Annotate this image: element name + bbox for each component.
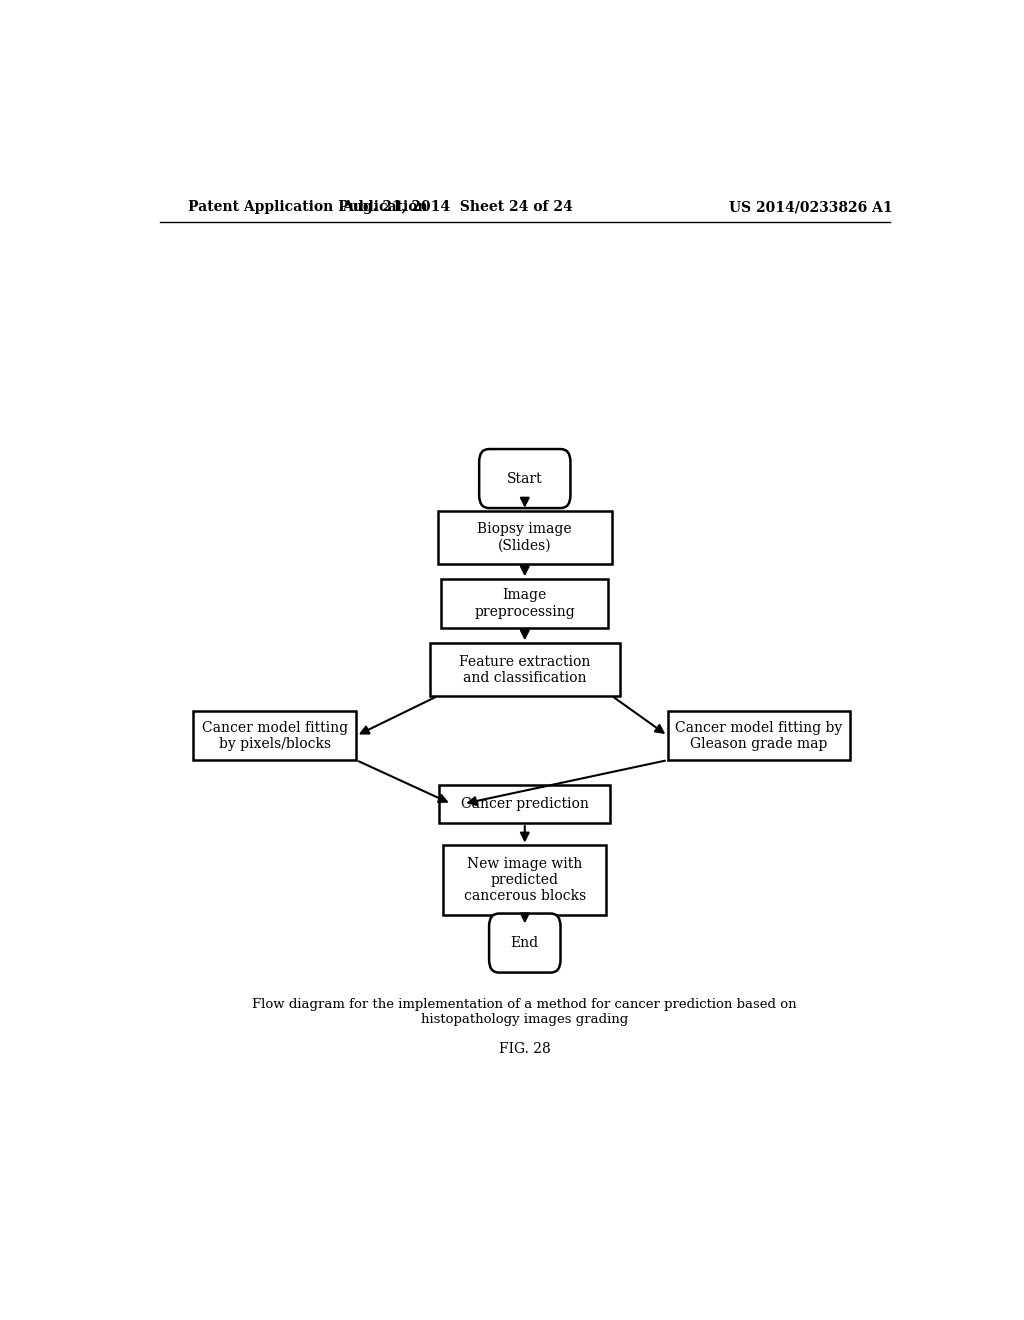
Text: US 2014/0233826 A1: US 2014/0233826 A1 xyxy=(729,201,892,214)
Text: Flow diagram for the implementation of a method for cancer prediction based on: Flow diagram for the implementation of a… xyxy=(253,998,797,1011)
Bar xyxy=(430,643,621,696)
Text: Biopsy image
(Slides): Biopsy image (Slides) xyxy=(477,523,572,553)
Bar xyxy=(437,511,612,565)
Text: Aug. 21, 2014  Sheet 24 of 24: Aug. 21, 2014 Sheet 24 of 24 xyxy=(342,201,572,214)
FancyBboxPatch shape xyxy=(489,913,560,973)
Text: Image
preprocessing: Image preprocessing xyxy=(474,589,575,619)
Text: Start: Start xyxy=(507,471,543,486)
Text: Patent Application Publication: Patent Application Publication xyxy=(187,201,427,214)
Text: FIG. 28: FIG. 28 xyxy=(499,1041,551,1056)
Text: Cancer model fitting by
Gleason grade map: Cancer model fitting by Gleason grade ma… xyxy=(675,721,843,751)
Bar xyxy=(668,711,850,760)
Text: Cancer prediction: Cancer prediction xyxy=(461,797,589,810)
Bar xyxy=(443,846,606,915)
Text: Cancer model fitting
by pixels/blocks: Cancer model fitting by pixels/blocks xyxy=(202,721,348,751)
Text: End: End xyxy=(511,936,539,950)
Bar xyxy=(441,579,608,628)
Text: histopathology images grading: histopathology images grading xyxy=(421,1012,629,1026)
Text: New image with
predicted
cancerous blocks: New image with predicted cancerous block… xyxy=(464,857,586,903)
Bar xyxy=(439,784,610,824)
Bar xyxy=(194,711,356,760)
Text: Feature extraction
and classification: Feature extraction and classification xyxy=(459,655,591,685)
FancyBboxPatch shape xyxy=(479,449,570,508)
